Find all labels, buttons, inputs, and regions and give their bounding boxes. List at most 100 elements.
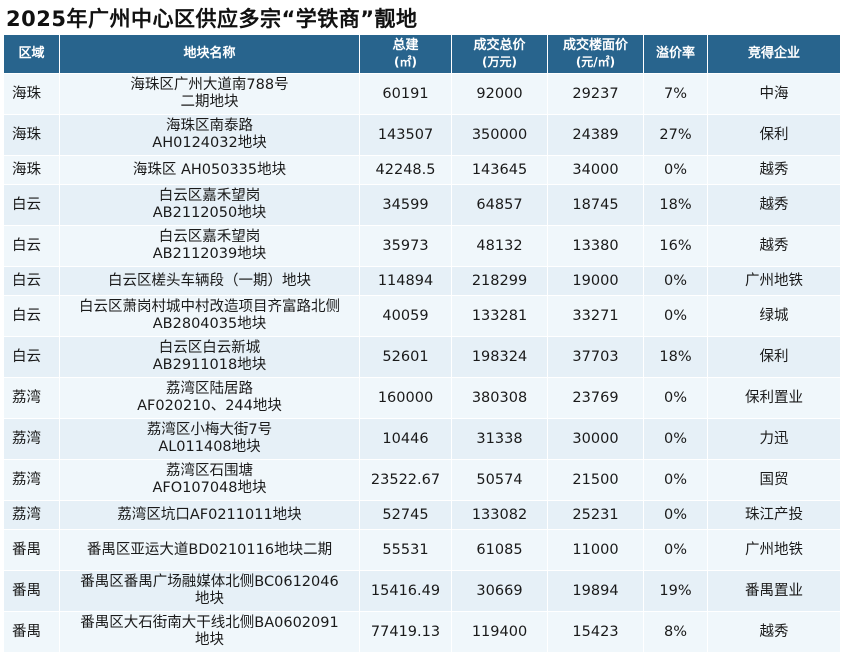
premium-cell: 0%: [643, 155, 708, 185]
parcel-name-line2: AB2804035地块: [152, 316, 267, 332]
floor-price-cell: 15423: [547, 611, 644, 653]
floor-price-cell: 24389: [547, 114, 644, 156]
gfa-cell: 52745: [359, 500, 452, 530]
region-cell: 白云: [3, 225, 60, 267]
parcel-name-cell: 白云区白云新城 AB2911018地块: [59, 336, 360, 378]
parcel-name-cell: 白云区萧岗村城中村改造项目齐富路北侧 AB2804035地块: [59, 295, 360, 337]
total-price-cell: 143645: [451, 155, 548, 185]
premium-cell: 8%: [643, 611, 708, 653]
parcel-name-line1: 海珠区 AH050335地块: [132, 161, 287, 178]
total-price-cell: 218299: [451, 266, 548, 296]
premium-cell: 16%: [643, 225, 708, 267]
floor-price-cell: 23769: [547, 377, 644, 419]
gfa-cell: 114894: [359, 266, 452, 296]
gfa-cell: 77419.13: [359, 611, 452, 653]
table-row: 白云 白云区嘉禾望岗 AB2112039地块 35973 48132 13380 16% 越秀: [3, 225, 841, 267]
premium-cell: 27%: [643, 114, 708, 156]
total-price-cell: 64857: [451, 184, 548, 226]
parcel-name-line1: 番禺区番禺广场融媒体北侧BC0612046: [80, 574, 339, 590]
floor-price-cell: 34000: [547, 155, 644, 185]
region-cell: 海珠: [3, 155, 60, 185]
gfa-cell: 55531: [359, 529, 452, 571]
parcel-name-line2: 地块: [195, 632, 224, 648]
parcel-name-cell: 番禺区番禺广场融媒体北侧BC0612046 地块: [59, 570, 360, 612]
parcel-name-line2: AFO107048地块: [152, 480, 267, 496]
parcel-name-line1: 白云区萧岗村城中村改造项目齐富路北侧: [79, 299, 340, 315]
floor-price-cell: 33271: [547, 295, 644, 337]
winner-cell: 广州地铁: [707, 266, 841, 296]
table-row: 番禺 番禺区亚运大道BD0210116地块二期 55531 61085 11000 0% 广…: [3, 529, 841, 571]
parcel-name-cell: 海珠区广州大道南788号 二期地块: [59, 73, 360, 115]
winner-cell: 越秀: [707, 155, 841, 185]
region-cell: 白云: [3, 266, 60, 296]
premium-cell: 0%: [643, 500, 708, 530]
winner-cell: 中海: [707, 73, 841, 115]
floor-price-cell: 18745: [547, 184, 644, 226]
parcel-name-line1: 白云区嘉禾望岗: [158, 229, 261, 245]
floor-price-cell: 11000: [547, 529, 644, 571]
premium-cell: 0%: [643, 295, 708, 337]
winner-cell: 珠江产投: [707, 500, 841, 530]
parcel-name-cell: 番禺区亚运大道BD0210116地块二期: [59, 529, 360, 571]
region-cell: 白云: [3, 336, 60, 378]
floor-price-unit: (元/㎡): [575, 54, 616, 69]
floor-price-cell: 19894: [547, 570, 644, 612]
parcel-name-line1: 海珠区南泰路: [166, 118, 253, 134]
parcel-name-line2: AB2112039地块: [152, 246, 267, 262]
parcel-name-line1: 荔湾区坑口AF0211011地块: [117, 506, 302, 523]
winner-cell: 保利: [707, 336, 841, 378]
parcel-name-cell: 海珠区南泰路 AH0124032地块: [59, 114, 360, 156]
parcel-name-line2: AF020210、244地块: [137, 398, 282, 414]
floor-price-cell: 30000: [547, 418, 644, 460]
parcel-name-line1: 番禺区大石街南大干线北侧BA0602091: [80, 615, 339, 631]
floor-price-cell: 25231: [547, 500, 644, 530]
parcel-name-line2: AB2911018地块: [152, 357, 267, 373]
total-price-cell: 50574: [451, 459, 548, 501]
total-price-cell: 61085: [451, 529, 548, 571]
total-price-cell: 350000: [451, 114, 548, 156]
region-cell: 荔湾: [3, 418, 60, 460]
col-header-region: 区域: [3, 34, 60, 74]
table-row: 白云 白云区白云新城 AB2911018地块 52601 198324 37703 18% 保…: [3, 336, 841, 378]
premium-cell: 0%: [643, 529, 708, 571]
winner-cell: 番禺置业: [707, 570, 841, 612]
parcel-name-cell: 海珠区 AH050335地块: [59, 155, 360, 185]
gfa-cell: 52601: [359, 336, 452, 378]
parcel-name-cell: 白云区嘉禾望岗 AB2112039地块: [59, 225, 360, 267]
table-row: 白云 白云区槎头车辆段（一期）地块 114894 218299 19000 0% 广州地铁: [3, 266, 841, 296]
premium-cell: 0%: [643, 377, 708, 419]
table-row: 荔湾 荔湾区小梅大街7号 AL011408地块 10446 31338 30000 0% 力迅: [3, 418, 841, 460]
parcel-name-line1: 荔湾区小梅大街7号: [146, 422, 273, 438]
parcel-name-line1: 白云区嘉禾望岗: [158, 188, 261, 204]
col-header-premium: 溢价率: [643, 34, 708, 74]
region-cell: 海珠: [3, 73, 60, 115]
floor-price-cell: 37703: [547, 336, 644, 378]
table-row: 海珠 海珠区广州大道南788号 二期地块 60191 92000 29237 7% 中海: [3, 73, 841, 115]
winner-cell: 越秀: [707, 184, 841, 226]
floor-price-cell: 19000: [547, 266, 644, 296]
parcel-name-cell: 白云区槎头车辆段（一期）地块: [59, 266, 360, 296]
table-row: 番禺 番禺区番禺广场融媒体北侧BC0612046 地块 15416.49 30669 19…: [3, 570, 841, 612]
gfa-unit: (㎡): [394, 54, 417, 69]
total-price-cell: 133281: [451, 295, 548, 337]
parcel-name-line1: 白云区白云新城: [158, 340, 261, 356]
premium-cell: 18%: [643, 336, 708, 378]
parcel-name-line2: 二期地块: [180, 94, 239, 110]
region-cell: 荔湾: [3, 500, 60, 530]
parcel-name-cell: 番禺区大石街南大干线北侧BA0602091 地块: [59, 611, 360, 653]
gfa-cell: 143507: [359, 114, 452, 156]
region-cell: 白云: [3, 295, 60, 337]
total-price-cell: 31338: [451, 418, 548, 460]
gfa-cell: 60191: [359, 73, 452, 115]
premium-cell: 0%: [643, 459, 708, 501]
col-header-floor-price: 成交楼面价 (元/㎡): [547, 34, 644, 74]
parcel-name-cell: 荔湾区陆居路 AF020210、244地块: [59, 377, 360, 419]
parcel-name-line1: 番禺区亚运大道BD0210116地块二期: [86, 541, 333, 558]
total-price-cell: 380308: [451, 377, 548, 419]
premium-cell: 19%: [643, 570, 708, 612]
parcel-name-line1: 海珠区广州大道南788号: [130, 77, 289, 93]
floor-price-cell: 29237: [547, 73, 644, 115]
parcel-name-cell: 荔湾区石围塘 AFO107048地块: [59, 459, 360, 501]
total-price-cell: 48132: [451, 225, 548, 267]
parcel-name-line2: AB2112050地块: [152, 205, 267, 221]
